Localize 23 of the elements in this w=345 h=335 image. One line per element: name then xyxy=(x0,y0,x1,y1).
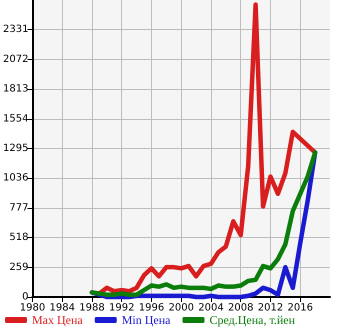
x-tick-label: 2016 xyxy=(288,302,313,314)
x-tick-label: 1996 xyxy=(138,302,164,314)
y-tick-label: 1554 xyxy=(2,113,28,124)
x-tick-label: 1980 xyxy=(20,302,46,314)
y-tick-label: 2331 xyxy=(2,24,28,36)
x-tick-label: 1984 xyxy=(49,302,75,314)
y-tick-label: 259 xyxy=(9,262,28,273)
y-tick-label: 1295 xyxy=(2,143,28,154)
y-tick-label: 0 xyxy=(22,292,28,302)
legend-label: Min Цена xyxy=(122,313,172,327)
x-tick-label: 2012 xyxy=(258,302,284,314)
y-tick-label: 518 xyxy=(9,232,28,244)
y-tick-label: 1036 xyxy=(2,172,28,184)
x-tick-label: 1988 xyxy=(79,302,105,314)
y-tick-label: 1813 xyxy=(2,84,28,95)
y-tick-label: 2072 xyxy=(2,54,28,65)
legend-label: Max Цена xyxy=(32,313,84,327)
legend-label: Сред.Цена, т.йен xyxy=(209,313,296,327)
y-tick-label: 777 xyxy=(9,202,28,214)
x-tick-label: 2000 xyxy=(168,302,194,314)
x-tick-label: 1992 xyxy=(108,302,134,314)
x-tick-label: 2004 xyxy=(198,302,224,314)
x-tick-label: 2008 xyxy=(228,302,254,314)
